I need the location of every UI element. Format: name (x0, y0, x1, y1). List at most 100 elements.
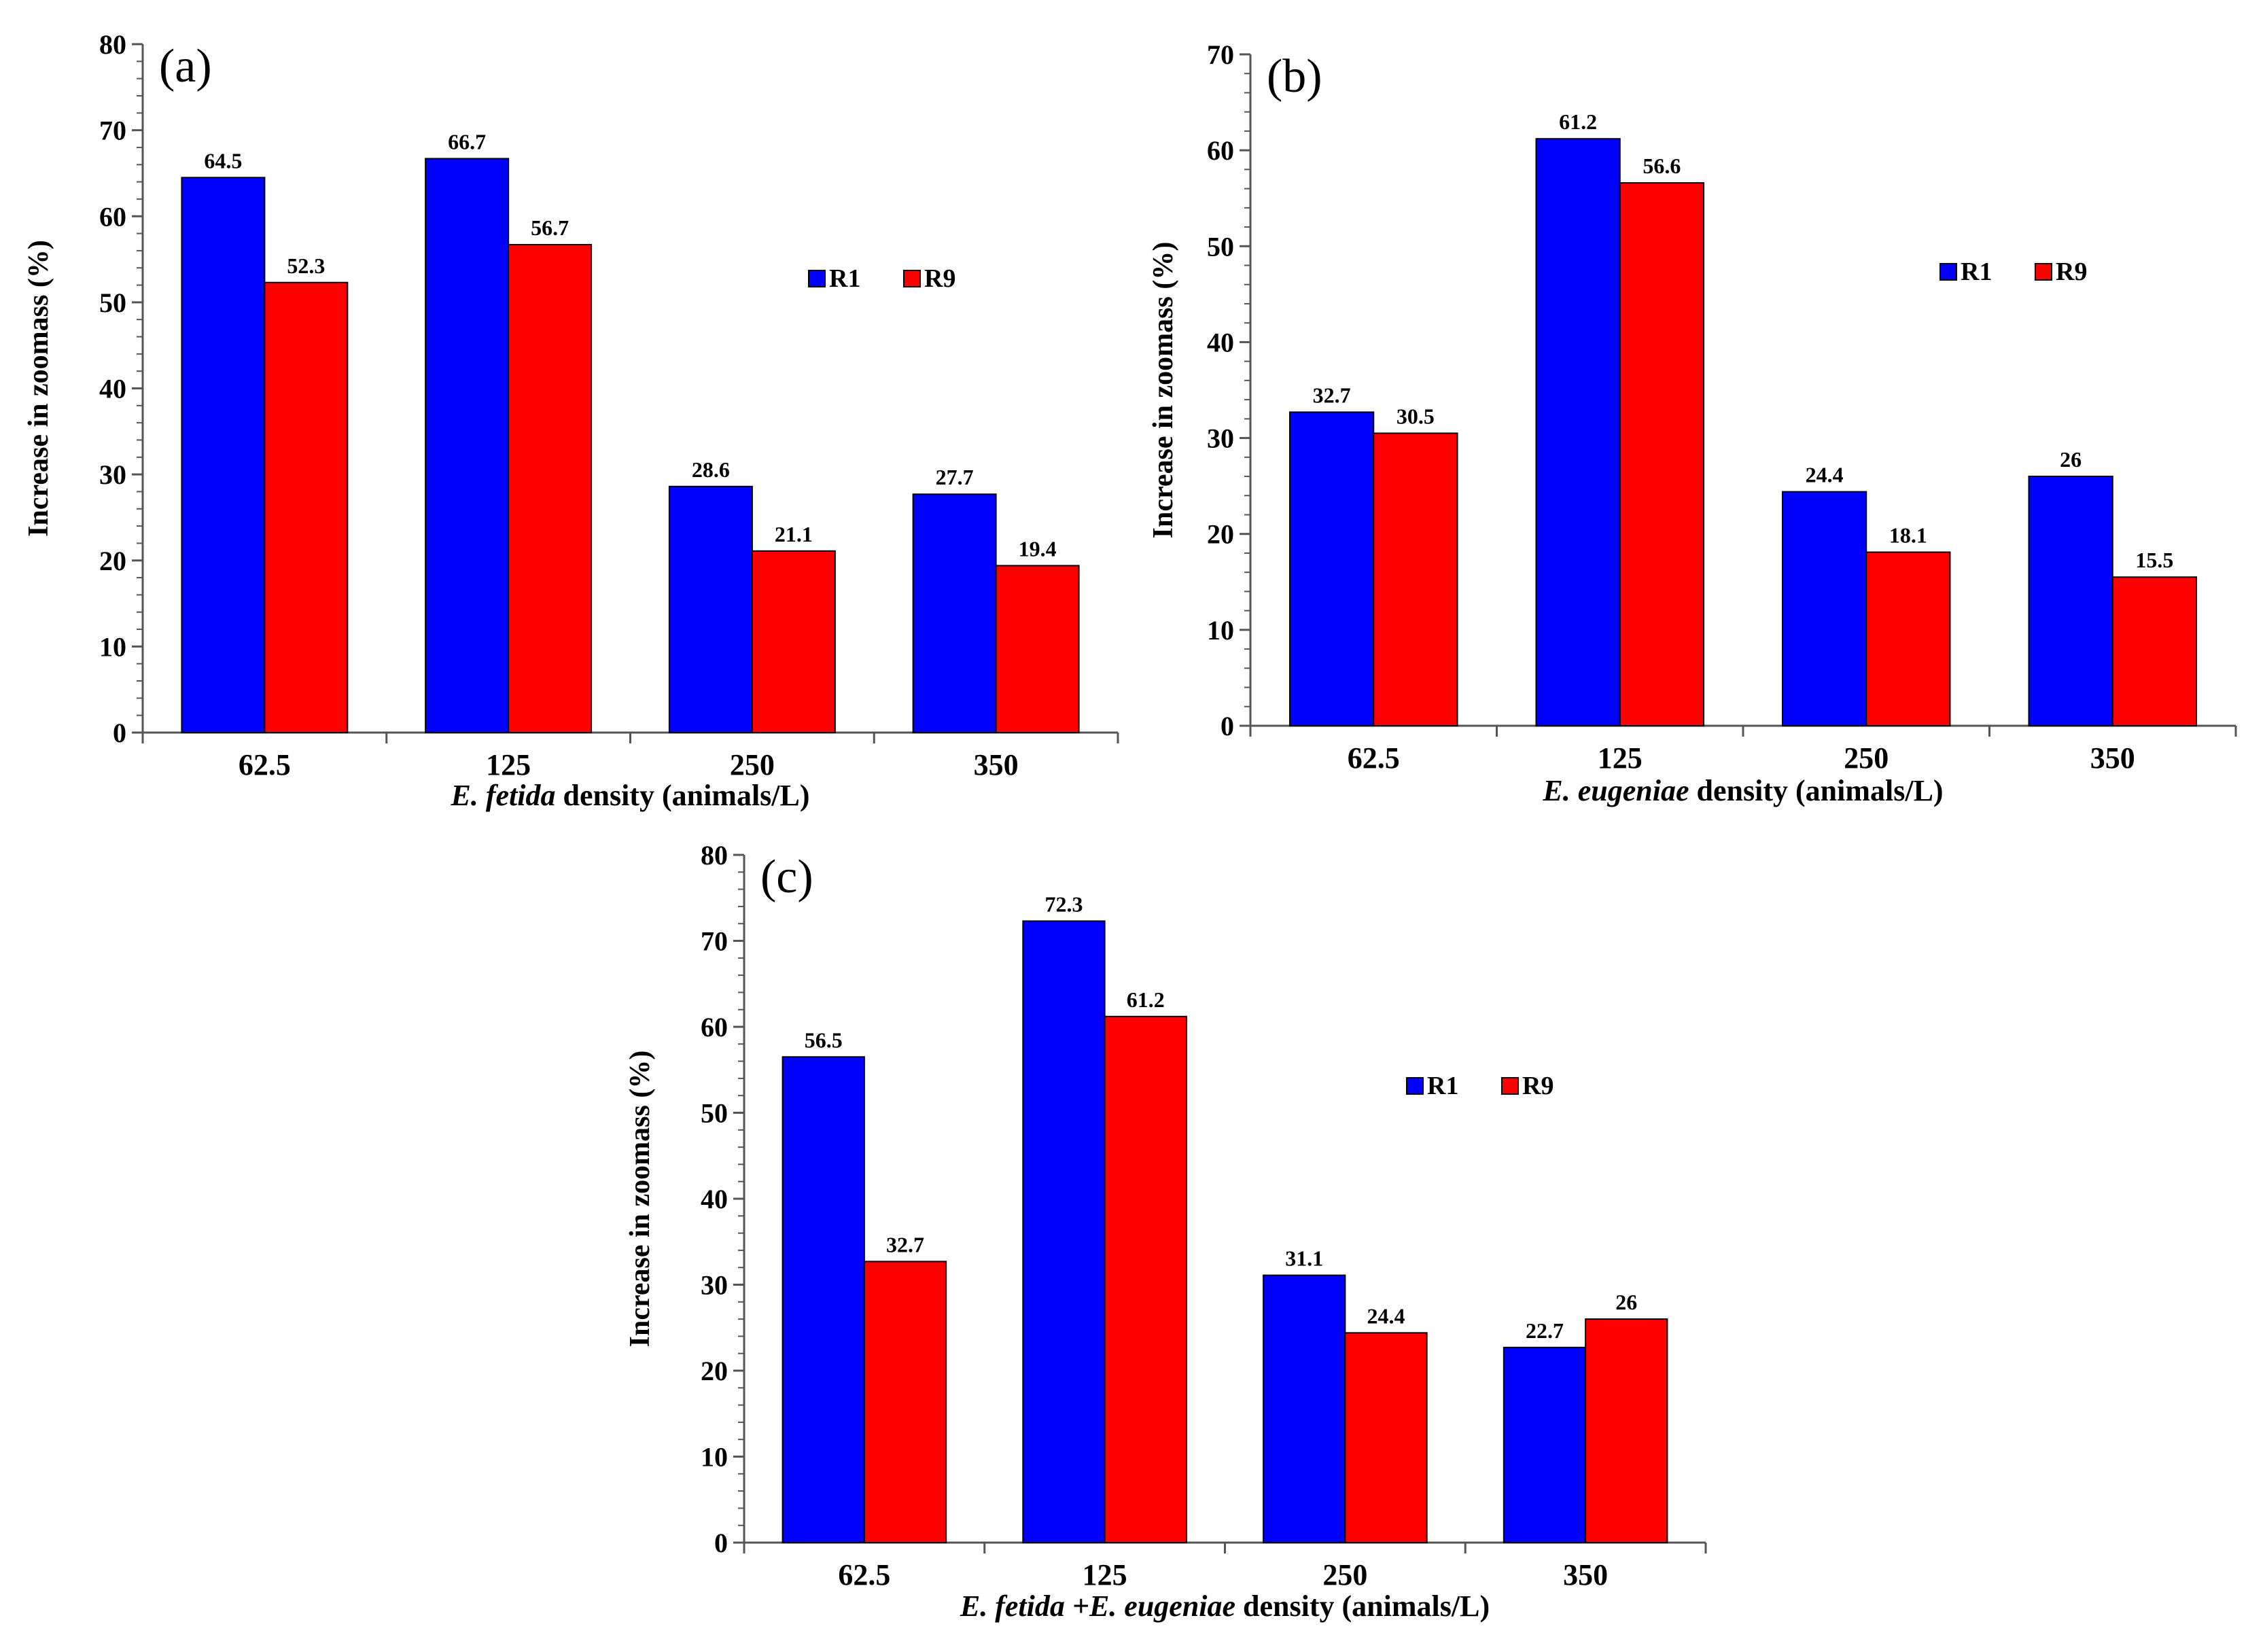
data-label: 30.5 (1397, 404, 1435, 429)
y-tick-label: 70 (701, 926, 728, 957)
y-tick-label: 40 (701, 1184, 728, 1214)
y-tick-label: 60 (99, 201, 126, 232)
bar-r9-62.5 (863, 1261, 947, 1543)
panel-label: (c) (760, 851, 813, 903)
y-tick-label: 30 (701, 1270, 728, 1301)
y-tick-label: 60 (1207, 135, 1234, 166)
data-label: 72.3 (1044, 892, 1083, 916)
bar-r1-125 (425, 158, 510, 733)
bar-r9-250 (1865, 551, 1951, 726)
y-tick-label: 70 (1207, 39, 1234, 70)
data-label: 26 (1615, 1290, 1637, 1314)
data-label: 22.7 (1526, 1318, 1564, 1343)
data-label: 18.1 (1889, 523, 1927, 548)
bar-r9-125 (1104, 1015, 1187, 1543)
legend-label-r9: R9 (924, 264, 955, 293)
legend-label-r9: R9 (1522, 1072, 1553, 1100)
chart-panel-c: 0 10 20 30 40 50 60 70 80 56.5 32.7 62.5 72.3 61.2 125… (625, 840, 1707, 1623)
bar-r9-350 (2111, 576, 2197, 726)
data-label: 61.2 (1127, 987, 1165, 1012)
y-tick-label: 50 (1207, 231, 1234, 262)
bar-r9-350 (995, 565, 1080, 733)
data-label: 32.7 (1313, 383, 1351, 407)
y-tick-label: 50 (99, 287, 126, 318)
data-label: 66.7 (448, 129, 486, 154)
data-label: 32.7 (886, 1232, 924, 1256)
legend-swatch-r1 (808, 270, 826, 287)
x-tick-label: 350 (2090, 741, 2135, 775)
x-tick-label: 350 (974, 748, 1019, 781)
data-label: 56.6 (1643, 154, 1681, 178)
bar-r1-62.5 (1289, 411, 1375, 726)
bar-r1-250 (1263, 1274, 1346, 1543)
x-tick-label: 125 (1598, 741, 1643, 775)
legend-swatch-r1 (1939, 263, 1957, 281)
data-label: 15.5 (2135, 548, 2173, 572)
x-tick-label: 62.5 (1348, 741, 1400, 775)
bar-r1-250 (668, 485, 753, 733)
bar-r1-62.5 (782, 1056, 865, 1543)
y-tick-label: 30 (1207, 423, 1234, 454)
legend-swatch-r1 (1406, 1077, 1424, 1095)
y-axis-label: Increase in zoomass (%) (625, 1051, 656, 1348)
data-label: 64.5 (204, 148, 242, 173)
y-tick-label: 40 (1207, 327, 1234, 357)
x-tick-label: 62.5 (838, 1558, 890, 1592)
data-label: 61.2 (1559, 109, 1597, 134)
y-tick-label: 10 (701, 1442, 728, 1473)
panel-label: (b) (1267, 50, 1322, 103)
bar-r9-125 (508, 244, 593, 733)
y-axis-label: Increase in zoomass (%) (1148, 242, 1179, 539)
y-tick-label: 80 (701, 840, 728, 871)
x-tick-label: 125 (1083, 1558, 1127, 1592)
data-label: 26 (2060, 447, 2082, 472)
bar-r1-62.5 (181, 177, 266, 733)
y-tick-label: 0 (113, 718, 126, 748)
y-axis-label: Increase in zoomass (%) (23, 240, 54, 537)
y-tick-label: 50 (701, 1098, 728, 1129)
chart-panel-a: 0 10 20 30 40 50 60 70 80 64.5 52.3 62.5 66.7 56.7 125… (23, 29, 1119, 812)
bar-r1-250 (1782, 491, 1867, 727)
legend-swatch-r9 (2035, 263, 2052, 281)
data-label: 31.1 (1285, 1246, 1323, 1271)
x-tick-label: 250 (1844, 741, 1889, 775)
x-axis-label-species: E. fetida (450, 779, 555, 812)
y-tick-label: 10 (99, 631, 126, 662)
bar-r1-350 (1503, 1346, 1587, 1543)
data-label: 52.3 (287, 253, 325, 278)
data-label: 21.1 (775, 522, 813, 546)
x-axis-label-rest: density (animals/L) (555, 779, 809, 812)
bar-r9-250 (1344, 1332, 1428, 1543)
y-tick-label: 70 (99, 116, 126, 146)
x-axis-label: E. fetida density (animals/L) (450, 779, 809, 812)
x-axis-label: E. fetida +E. eugeniae density (animals/… (960, 1589, 1490, 1623)
y-tick-label: 80 (99, 29, 126, 60)
data-label: 56.5 (805, 1027, 843, 1052)
y-tick-label: 30 (99, 459, 126, 490)
y-tick-label: 0 (1221, 711, 1234, 741)
x-axis-label: E. eugeniae density (animals/L) (1542, 774, 1943, 807)
x-axis-label-species: E. eugeniae (1542, 774, 1689, 807)
data-label: 28.6 (692, 457, 730, 482)
legend-label-r9: R9 (2056, 258, 2087, 286)
y-tick-label: 0 (714, 1528, 728, 1558)
legend-swatch-r9 (1501, 1077, 1519, 1095)
y-tick-label: 40 (99, 374, 126, 404)
y-tick-label: 20 (99, 546, 126, 576)
bar-r9-62.5 (1373, 432, 1458, 726)
bar-r9-350 (1585, 1318, 1668, 1543)
bar-r9-62.5 (264, 281, 349, 734)
data-label: 56.7 (531, 215, 569, 240)
bar-r1-125 (1022, 920, 1106, 1543)
bar-r9-250 (751, 550, 836, 733)
legend-label-r1: R1 (1961, 258, 1992, 286)
y-tick-label: 20 (1207, 519, 1234, 550)
x-tick-label: 350 (1563, 1558, 1608, 1592)
data-label: 27.7 (936, 465, 974, 489)
panel-label: (a) (159, 40, 212, 92)
x-axis-label-species: E. fetida +E. eugeniae (960, 1589, 1235, 1623)
bar-r1-350 (2028, 476, 2113, 726)
chart-panel-b: 0 10 20 30 40 50 60 70 32.7 30.5 62.5 61.2 56.6 125 24… (1148, 39, 2237, 807)
y-tick-label: 20 (701, 1356, 728, 1386)
